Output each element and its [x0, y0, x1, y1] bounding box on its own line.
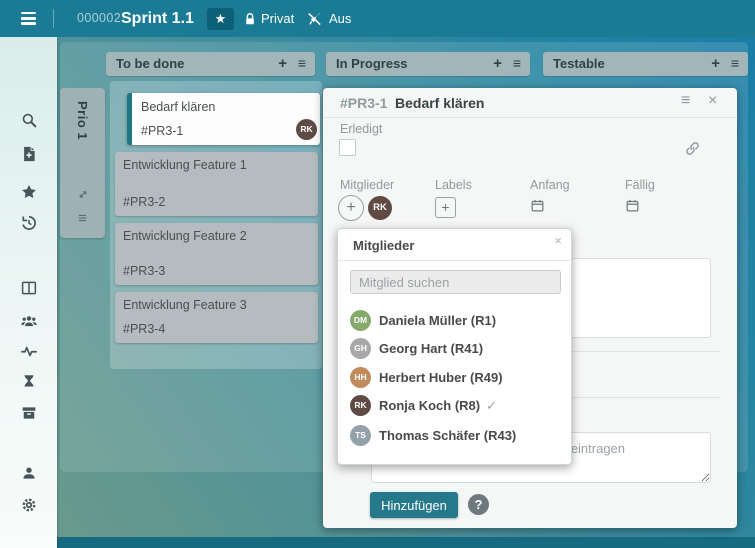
notifications-label[interactable]: Aus	[329, 11, 352, 26]
card[interactable]: Entwicklung Feature 2 #PR3-3	[115, 223, 318, 285]
add-document-icon[interactable]	[20, 145, 38, 163]
member-list-item[interactable]: RK Ronja Koch (R8) ✓	[350, 395, 563, 416]
column-title: To be done	[116, 56, 185, 71]
card-member-avatar: RK	[296, 119, 317, 140]
members-icon[interactable]	[20, 312, 38, 330]
divider	[338, 260, 571, 261]
card-ref: #PR3-2	[123, 195, 166, 209]
card-ref: #PR3-4	[123, 322, 166, 336]
board-view-icon[interactable]	[20, 279, 38, 297]
settings-gear-icon[interactable]	[20, 496, 38, 514]
privacy-label[interactable]: Privat	[261, 11, 295, 26]
add-card-icon[interactable]: +	[493, 55, 502, 72]
board-title: Sprint 1.1	[121, 10, 194, 27]
card-title: Bedarf klären	[141, 100, 216, 114]
add-member-button[interactable]: +	[338, 195, 364, 221]
hourglass-icon[interactable]	[20, 373, 38, 391]
card-selected[interactable]: Bedarf klären #PR3-1 RK	[127, 93, 320, 145]
card-ref: #PR3-1	[141, 124, 184, 138]
check-icon: ✓	[486, 398, 498, 413]
popup-title: Mitglieder	[353, 238, 415, 253]
card-detail-ref: #PR3-1	[340, 95, 388, 111]
card-title: Entwicklung Feature 2	[123, 229, 247, 243]
due-date-label: Fällig	[625, 178, 655, 192]
card-ref: #PR3-3	[123, 264, 166, 278]
topbar-divider	[53, 9, 54, 28]
column-menu-icon[interactable]: ≡	[730, 55, 739, 71]
member-name: Georg Hart (R41)	[379, 341, 484, 356]
member-list-item[interactable]: GH Georg Hart (R41)	[350, 338, 563, 359]
board-number: 000002	[77, 11, 122, 25]
sidebar	[0, 37, 57, 548]
menu-icon[interactable]	[21, 12, 37, 25]
link-icon[interactable]	[684, 140, 701, 162]
member-list-item[interactable]: TS Thomas Schäfer (R43)	[350, 425, 563, 446]
member-avatar: GH	[350, 338, 371, 359]
card-title: Entwicklung Feature 1	[123, 158, 247, 172]
member-avatar: HH	[350, 367, 371, 388]
members-label: Mitglieder	[340, 178, 395, 192]
swimlane-label: Prio 1 ≡	[60, 88, 105, 238]
column-menu-icon[interactable]: ≡	[512, 55, 521, 71]
activity-icon[interactable]	[20, 342, 38, 360]
card-detail-title: Bedarf klären	[395, 95, 485, 111]
member-avatar: TS	[350, 425, 371, 446]
swimlane-handle-icon[interactable]: ≡	[78, 210, 87, 227]
member-name: Ronja Koch (R8) ✓	[379, 398, 498, 413]
lock-icon	[243, 11, 257, 32]
add-card-icon[interactable]: +	[278, 55, 287, 72]
labels-label: Labels	[435, 178, 472, 192]
column-header-inprogress: In Progress + ≡	[326, 52, 530, 76]
add-comment-button[interactable]: Hinzufügen	[370, 492, 458, 518]
help-icon[interactable]: ?	[468, 494, 489, 515]
close-icon[interactable]: ×	[554, 233, 562, 248]
done-checkbox[interactable]	[339, 139, 356, 156]
notifications-off-icon[interactable]	[306, 10, 323, 32]
card-menu-icon[interactable]: ≡	[681, 92, 691, 109]
add-label-button[interactable]: +	[435, 197, 456, 218]
user-icon[interactable]	[20, 464, 38, 482]
collapse-swimlane-icon[interactable]	[76, 188, 89, 201]
topbar: 000002 Sprint 1.1 ★ Privat Aus	[0, 0, 755, 37]
member-list-item[interactable]: DM Daniela Müller (R1)	[350, 310, 563, 331]
archive-icon[interactable]	[20, 404, 38, 422]
history-icon[interactable]	[20, 214, 38, 232]
assigned-member-avatar[interactable]: RK	[368, 196, 392, 220]
column-title: In Progress	[336, 56, 408, 71]
star-icon: ★	[214, 11, 227, 26]
member-avatar: RK	[350, 395, 371, 416]
column-header-testable: Testable + ≡	[543, 52, 748, 76]
start-date-calendar-icon[interactable]	[530, 198, 545, 218]
card[interactable]: Entwicklung Feature 1 #PR3-2	[115, 152, 318, 216]
card[interactable]: Entwicklung Feature 3 #PR3-4	[115, 292, 318, 343]
member-name: Herbert Huber (R49)	[379, 370, 503, 385]
start-date-label: Anfang	[530, 178, 570, 192]
done-label: Erledigt	[340, 122, 383, 136]
member-name: Daniela Müller (R1)	[379, 313, 497, 328]
starred-boards-icon[interactable]	[20, 183, 38, 201]
card-title: Entwicklung Feature 3	[123, 298, 247, 312]
bottom-scrollbar-track[interactable]	[57, 537, 755, 548]
column-header-todo: To be done + ≡	[106, 52, 315, 76]
member-avatar: DM	[350, 310, 371, 331]
divider	[323, 117, 737, 118]
member-name: Thomas Schäfer (R43)	[379, 428, 517, 443]
due-date-calendar-icon[interactable]	[625, 198, 640, 218]
close-icon[interactable]: ×	[708, 92, 718, 109]
member-search-input[interactable]	[350, 270, 561, 294]
members-popup: Mitglieder × DM Daniela Müller (R1) GH G…	[337, 228, 572, 465]
column-menu-icon[interactable]: ≡	[297, 55, 306, 71]
search-icon[interactable]	[20, 111, 38, 129]
column-title: Testable	[553, 56, 605, 71]
member-list-item[interactable]: HH Herbert Huber (R49)	[350, 367, 563, 388]
swimlane-title: Prio 1	[75, 101, 90, 141]
add-card-icon[interactable]: +	[711, 55, 720, 72]
star-board-button[interactable]: ★	[207, 8, 234, 30]
